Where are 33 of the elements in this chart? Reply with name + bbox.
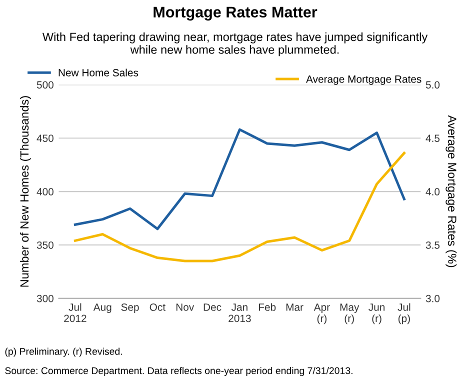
y-tick-label: 500 [36, 81, 54, 89]
source-note: Source: Commerce Department. Data reflects one-year period ending 7/31/2013. [5, 366, 352, 376]
line-series [74, 128, 406, 230]
y-tick-label: 300 [36, 294, 54, 302]
y2-tick-label: 4.5 [426, 134, 440, 142]
x-tick-label: Oct [150, 304, 166, 311]
y2-tick-label: 3.0 [426, 294, 440, 302]
x-tick-label: Sep [121, 304, 139, 313]
y-tick-label: 400 [36, 188, 54, 196]
y-axis-title: Number of New Homes (Thousands) [20, 96, 31, 287]
x-tick-label: Nov [176, 304, 194, 311]
x-tick-label: Dec [204, 304, 222, 311]
x-tick-label: Jan 2013 [228, 304, 251, 322]
x-tick-label: Jul 2012 [64, 303, 86, 322]
legend-label: Average Mortgage Rates [306, 76, 422, 85]
y2-axis-title: Average Mortgage Rates (%) [446, 115, 457, 268]
x-tick-label: Aug [93, 304, 112, 313]
x-tick-label: Apr (r) [314, 304, 330, 324]
y-tick-label: 450 [36, 134, 54, 142]
y2-tick-label: 5.0 [426, 81, 440, 89]
x-tick-label: Feb [258, 303, 276, 311]
x-tick-label: May (r) [340, 304, 360, 324]
y-tick-label: 350 [36, 241, 54, 249]
x-tick-label: Jul (p) [398, 303, 410, 324]
x-tick-label: Mar [286, 304, 304, 311]
x-tick-label: Jun (r) [368, 304, 385, 324]
y2-tick-label: 4.0 [426, 188, 440, 196]
legend-label: New Home Sales [58, 68, 138, 76]
chart-subtitle: With Fed tapering drawing near, mortgage rates have jumped significantly while new home sales have plummeted. [42, 32, 428, 56]
line-series [74, 152, 406, 262]
chart-title: Mortgage Rates Matter [154, 6, 318, 21]
text: (p) Preliminary. (r) Revised. [5, 348, 122, 357]
y2-tick-label: 3.5 [426, 241, 440, 249]
